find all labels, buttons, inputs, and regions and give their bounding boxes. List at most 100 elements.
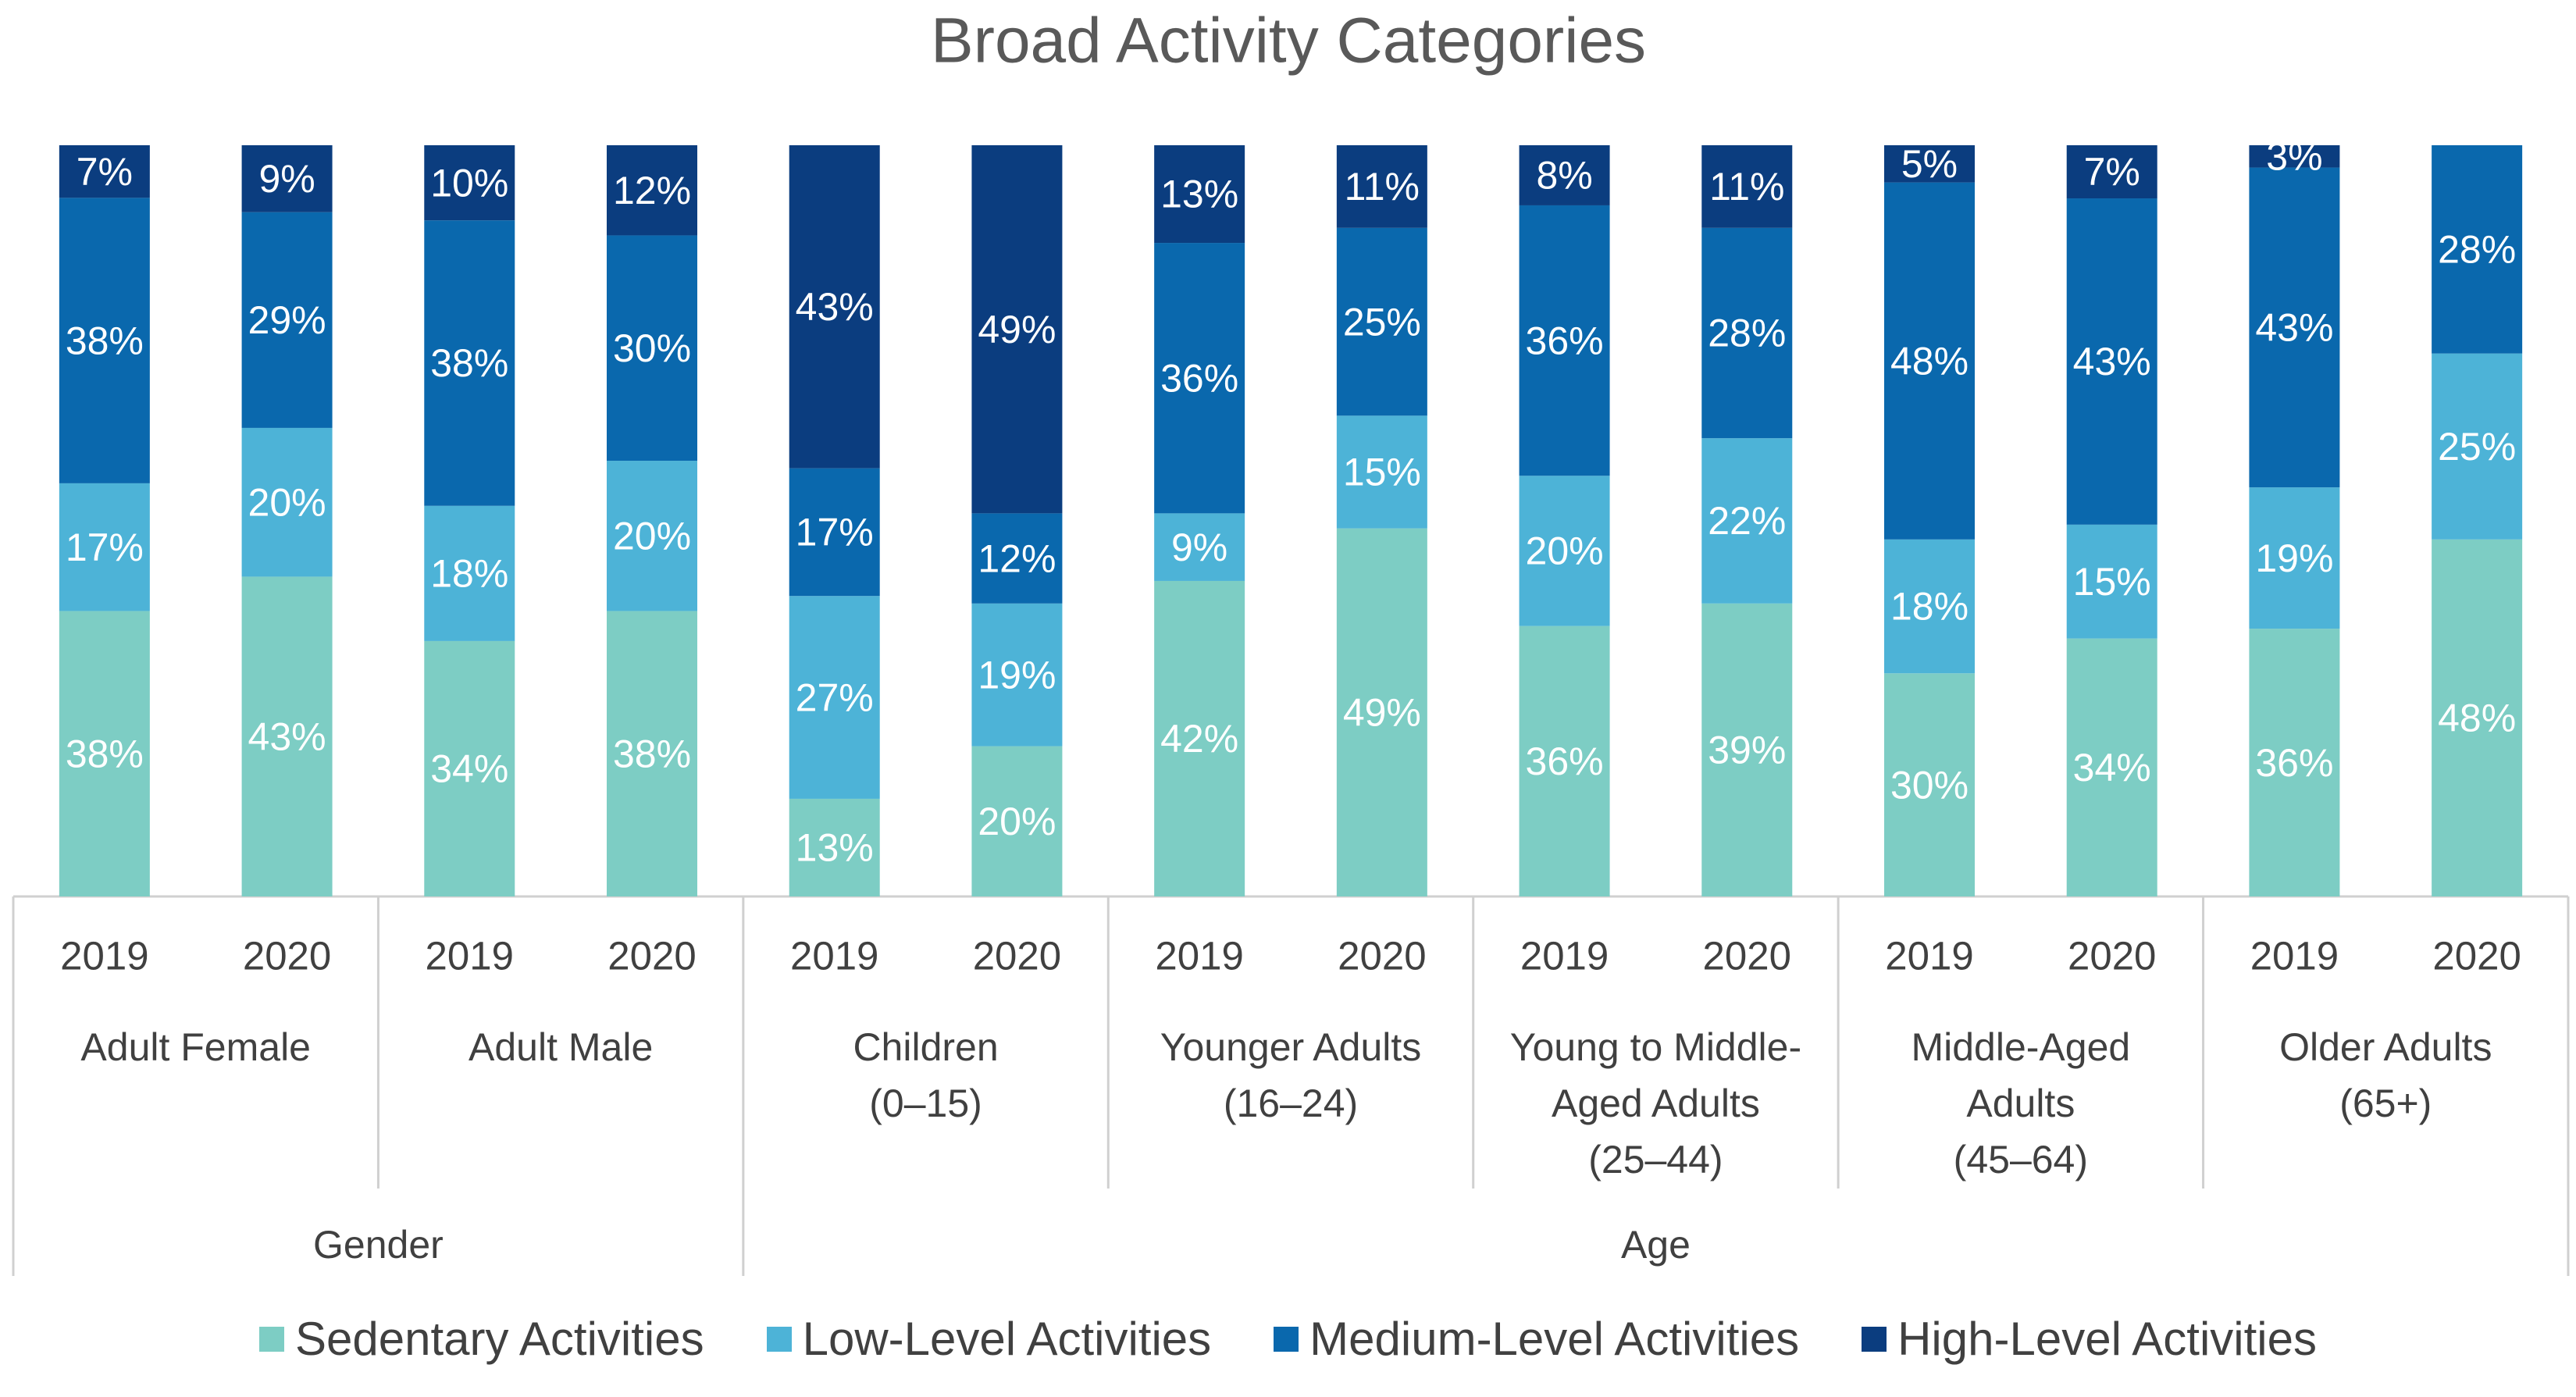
- x-tick-label: 2019: [1155, 933, 1243, 978]
- legend-swatch: [259, 1326, 284, 1352]
- bar-segment: [789, 468, 880, 597]
- data-label: 43%: [796, 285, 874, 329]
- bar-segment: [2066, 145, 2157, 199]
- bar-segment: [424, 640, 515, 896]
- data-label: 17%: [66, 526, 144, 569]
- bar-segment: [2432, 145, 2523, 354]
- bar-segment: [59, 198, 150, 483]
- legend-item: Medium-Level Activities: [1274, 1312, 1799, 1366]
- data-label: 30%: [1890, 763, 1969, 807]
- data-label: 28%: [1708, 312, 1786, 355]
- bar-segment: [1519, 205, 1610, 476]
- bar-segment: [1884, 673, 1975, 896]
- bar-segment: [1154, 243, 1245, 514]
- bar-segment: [1336, 227, 1427, 416]
- data-label: 38%: [430, 341, 508, 385]
- bar-segment: [789, 798, 880, 896]
- x-tick-label: 2020: [973, 933, 1061, 978]
- legend-label: Low-Level Activities: [802, 1313, 1212, 1365]
- data-label: 20%: [613, 514, 691, 558]
- bar-segment: [2066, 524, 2157, 639]
- data-label: 36%: [2255, 741, 2333, 785]
- x-tick-label: 2019: [426, 933, 514, 978]
- data-label: 43%: [2255, 306, 2333, 350]
- data-label: 7%: [2084, 150, 2140, 194]
- bar-segment: [607, 611, 697, 896]
- group-label: Younger Adults (16–24): [1160, 1025, 1422, 1125]
- bar-segment: [1701, 603, 1793, 896]
- x-tick-label: 2020: [243, 933, 331, 978]
- bar-segment: [2066, 198, 2157, 525]
- bar-segment: [971, 513, 1063, 604]
- bar-segment: [2249, 629, 2340, 896]
- data-label: 48%: [2438, 697, 2516, 740]
- bar-segment: [607, 145, 697, 236]
- data-label: 12%: [978, 536, 1056, 580]
- data-label: 49%: [978, 308, 1056, 351]
- legend-item: Sedentary Activities: [259, 1312, 704, 1366]
- data-label: 17%: [796, 511, 874, 554]
- bar-segment: [789, 596, 880, 799]
- data-label: 28%: [2438, 228, 2516, 272]
- data-label: 49%: [1343, 691, 1421, 735]
- x-tick-label: 2020: [2432, 933, 2521, 978]
- data-label: 25%: [1343, 300, 1421, 344]
- legend-swatch: [1862, 1326, 1887, 1352]
- bar-segment: [424, 505, 515, 641]
- bar-segment: [1701, 145, 1793, 228]
- bar-segment: [2249, 167, 2340, 488]
- bar-segment: [1154, 513, 1245, 581]
- data-label: 19%: [978, 653, 1056, 697]
- group-label: Young to Middle- Aged Adults (25–44): [1509, 1025, 1802, 1181]
- bar-segment: [1701, 227, 1793, 439]
- bar-segment: [2249, 487, 2340, 629]
- bar-segment: [241, 427, 333, 577]
- supergroup-label: Gender: [313, 1223, 444, 1267]
- data-label: 18%: [430, 552, 508, 596]
- data-label: 12%: [613, 169, 691, 212]
- data-label: 42%: [1160, 717, 1238, 761]
- data-label: 27%: [796, 675, 874, 719]
- legend-label: Medium-Level Activities: [1309, 1313, 1800, 1365]
- x-tick-label: 2019: [1885, 933, 1973, 978]
- bar-segment: [971, 145, 1063, 514]
- bar-segment: [1336, 145, 1427, 228]
- bar-segment: [1519, 476, 1610, 626]
- bar-segment: [424, 220, 515, 506]
- data-label: 34%: [2073, 746, 2151, 789]
- bar-segment: [971, 603, 1063, 747]
- legend-item: Low-Level Activities: [766, 1312, 1212, 1366]
- group-label: Older Adults (65+): [2279, 1025, 2492, 1125]
- x-tick-label: 2020: [1703, 933, 1791, 978]
- x-tick-label: 2019: [790, 933, 878, 978]
- bar-segment: [1884, 182, 1975, 540]
- group-label: Adult Female: [80, 1025, 311, 1069]
- data-label: 48%: [1890, 339, 1969, 383]
- bar-segment: [1519, 145, 1610, 205]
- x-tick-label: 2020: [2068, 933, 2156, 978]
- data-label: 19%: [2255, 536, 2333, 580]
- bar-segment: [59, 483, 150, 611]
- data-label: 11%: [1709, 165, 1784, 208]
- data-label: 13%: [1160, 173, 1238, 216]
- data-label: 39%: [1708, 729, 1786, 772]
- data-label: 3%: [2266, 134, 2322, 178]
- data-label: 11%: [1345, 165, 1420, 208]
- data-label: 10%: [430, 161, 508, 205]
- bar-segment: [1884, 145, 1975, 183]
- x-tick-label: 2019: [2250, 933, 2339, 978]
- data-label: 38%: [66, 732, 144, 775]
- data-label: 15%: [1343, 451, 1421, 494]
- bar-segment: [2432, 353, 2523, 540]
- bar-segment: [241, 212, 333, 428]
- bar-segment: [607, 235, 697, 462]
- legend-label: Sedentary Activities: [295, 1313, 704, 1365]
- group-label: Middle-Aged Adults (45–64): [1911, 1025, 2131, 1181]
- data-label: 13%: [796, 826, 874, 870]
- x-tick-label: 2020: [1338, 933, 1426, 978]
- bar-segment: [607, 461, 697, 611]
- data-label: 29%: [248, 298, 326, 342]
- data-label: 20%: [248, 480, 326, 524]
